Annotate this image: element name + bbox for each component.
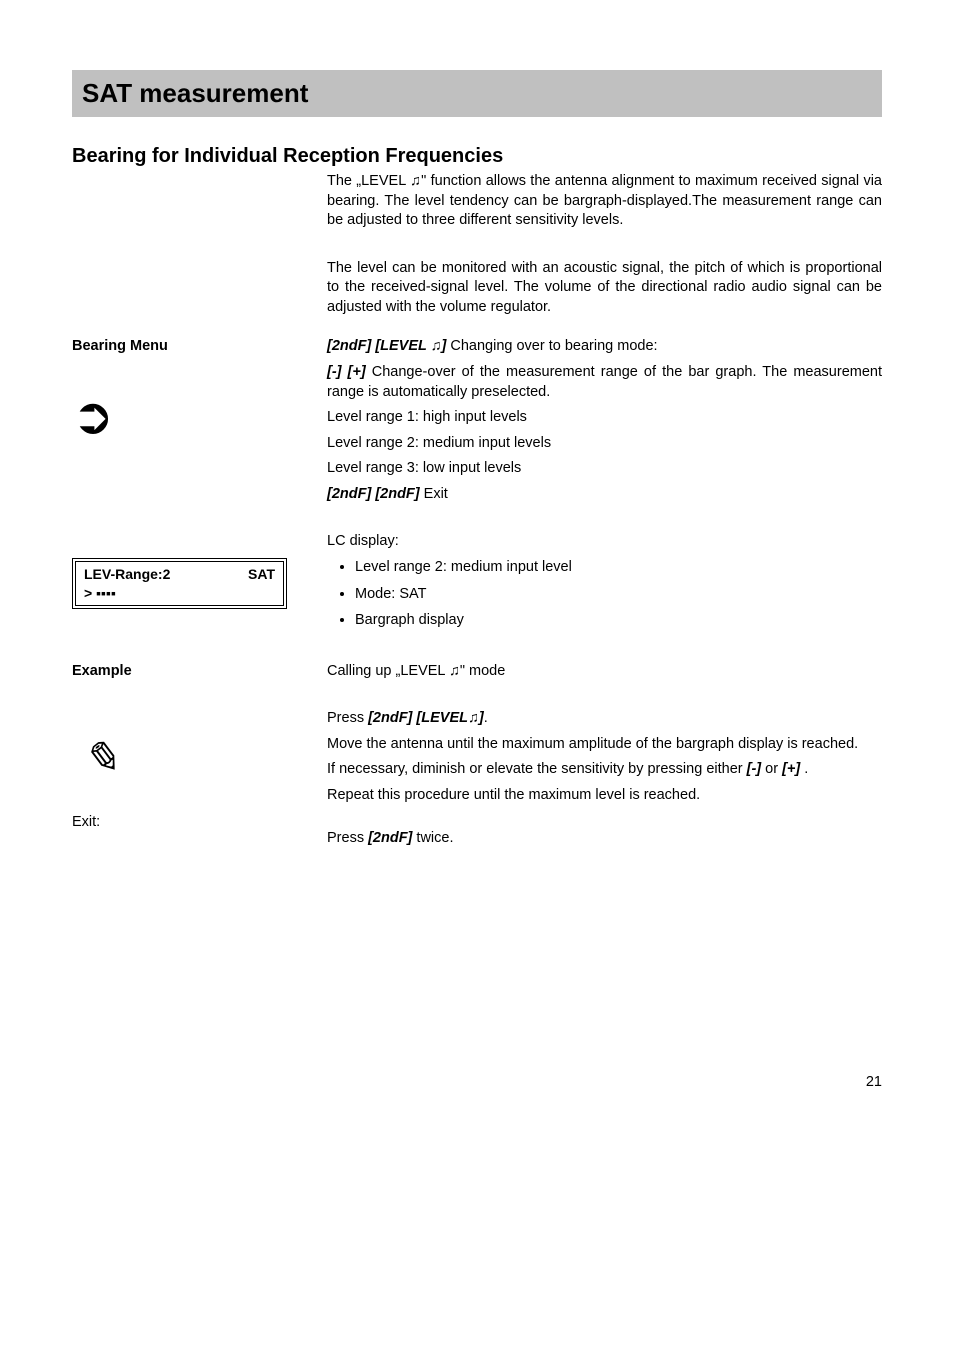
lc-title: LC display: (327, 532, 882, 552)
bm-line-5: Level range 3: low input levels (327, 459, 882, 479)
lcd-row2: > ▪▪▪▪ (84, 584, 275, 602)
exit-label: Exit: (72, 813, 315, 833)
bearing-menu-block: Bearing Menu ➲ [2ndF] [LEVEL ♫] Changing… (72, 337, 882, 508)
pencil-icon: ✎ (82, 737, 315, 781)
example-callup: Calling up „LEVEL ♫" mode (327, 662, 882, 682)
bm-line-2: [-] [+] Change-over of the measurement r… (327, 363, 882, 402)
bm-line-3: Level range 1: high input levels (327, 408, 882, 428)
intro-p1: The „LEVEL ♫" function allows the antenn… (327, 172, 882, 231)
intro-block: The „LEVEL ♫" function allows the antenn… (72, 172, 882, 321)
bm-line-1: [2ndF] [LEVEL ♫] Changing over to bearin… (327, 337, 882, 357)
page-title: SAT measurement (82, 76, 872, 111)
exit-press: Press [2ndF] twice. (327, 829, 882, 849)
intro-p2: The level can be monitored with an acous… (327, 259, 882, 318)
bearing-menu-label: Bearing Menu (72, 337, 315, 357)
page-number: 21 (72, 1073, 882, 1093)
example-press1: Press [2ndF] [LEVEL♫]. (327, 709, 882, 729)
section-heading: Bearing for Individual Reception Frequen… (72, 143, 882, 170)
example-repeat: Repeat this procedure until the maximum … (327, 786, 882, 806)
example-move: Move the antenna until the maximum ampli… (327, 735, 882, 755)
bm-line-4: Level range 2: medium input levels (327, 434, 882, 454)
header-bar: SAT measurement (72, 70, 882, 117)
lcd-row1-left: LEV-Range:2 (84, 565, 170, 583)
lc-bullet-3: Bargraph display (355, 611, 882, 631)
example-ifnec: If necessary, diminish or elevate the se… (327, 760, 882, 780)
example-label: Example (72, 662, 315, 682)
lc-display-block: LEV-Range:2 SAT > ▪▪▪▪ LC display: Level… (72, 532, 882, 637)
lcd-row1-right: SAT (248, 565, 275, 583)
bm-line-6: [2ndF] [2ndF] Exit (327, 485, 882, 505)
example-block: Example ✎ Calling up „LEVEL ♫" mode Pres… (72, 662, 882, 810)
exit-block: Exit: Press [2ndF] twice. (72, 813, 882, 853)
lcd-box: LEV-Range:2 SAT > ▪▪▪▪ (72, 558, 287, 608)
arrow-icon: ➲ (72, 391, 315, 441)
lc-bullet-2: Mode: SAT (355, 585, 882, 605)
lc-bullet-1: Level range 2: medium input level (355, 558, 882, 578)
